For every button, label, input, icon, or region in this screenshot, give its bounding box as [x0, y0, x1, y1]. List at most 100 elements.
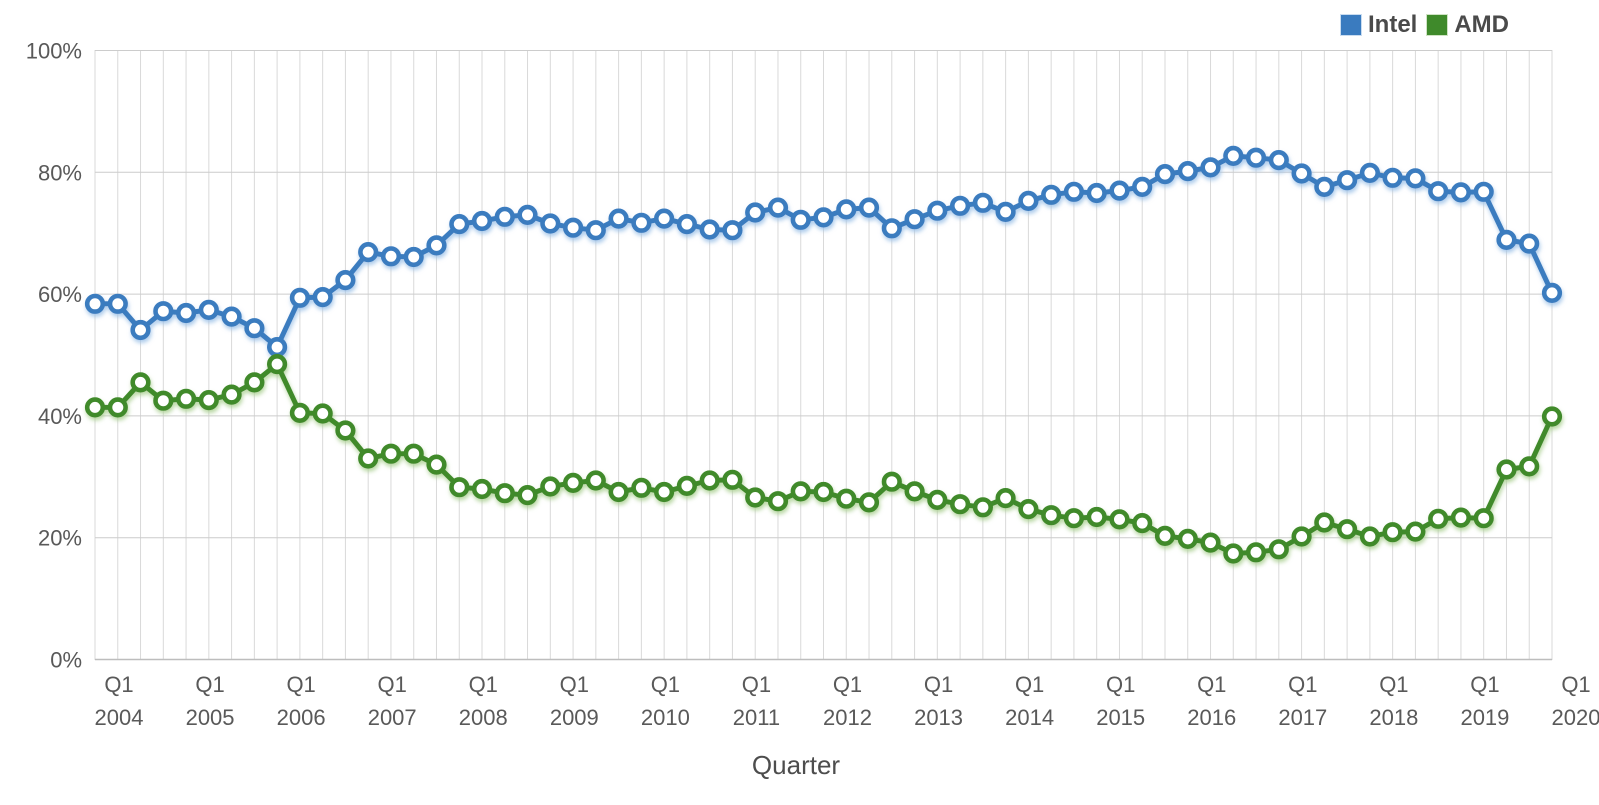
data-point-amd[interactable] — [289, 402, 311, 424]
data-point-intel[interactable] — [176, 302, 197, 324]
data-point-intel[interactable] — [1063, 181, 1084, 202]
data-point-intel[interactable] — [1336, 170, 1358, 191]
data-point-amd[interactable] — [312, 403, 333, 424]
data-point-amd[interactable] — [1109, 509, 1130, 530]
data-point-amd[interactable] — [1245, 542, 1267, 563]
data-point-intel[interactable] — [745, 202, 766, 223]
data-point-amd[interactable] — [767, 491, 789, 512]
data-point-amd[interactable] — [1018, 499, 1039, 520]
data-point-amd[interactable] — [1405, 521, 1426, 542]
data-point-amd[interactable] — [881, 471, 902, 492]
data-point-amd[interactable] — [1177, 528, 1198, 550]
data-point-amd[interactable] — [949, 494, 971, 515]
data-point-intel[interactable] — [540, 213, 561, 234]
data-point-amd[interactable] — [1519, 456, 1540, 477]
data-point-intel[interactable] — [1245, 147, 1267, 168]
data-point-intel[interactable] — [631, 212, 652, 233]
data-point-amd[interactable] — [471, 478, 493, 500]
data-point-amd[interactable] — [745, 487, 766, 508]
data-point-intel[interactable] — [813, 207, 834, 228]
data-point-amd[interactable] — [653, 481, 675, 503]
data-point-intel[interactable] — [426, 235, 447, 256]
data-point-amd[interactable] — [1314, 512, 1335, 533]
data-point-intel[interactable] — [1041, 184, 1062, 205]
data-point-amd[interactable] — [1450, 507, 1471, 528]
data-point-amd[interactable] — [836, 488, 857, 509]
data-point-intel[interactable] — [562, 217, 584, 238]
data-point-intel[interactable] — [1473, 181, 1494, 202]
data-point-intel[interactable] — [1154, 164, 1176, 185]
data-point-amd[interactable] — [221, 384, 242, 405]
data-point-amd[interactable] — [1382, 522, 1403, 543]
data-point-amd[interactable] — [995, 488, 1016, 509]
data-point-amd[interactable] — [562, 472, 584, 494]
data-point-intel[interactable] — [1519, 233, 1540, 254]
data-point-intel[interactable] — [1450, 182, 1471, 203]
data-point-intel[interactable] — [267, 337, 288, 358]
data-point-amd[interactable] — [403, 443, 424, 464]
data-point-intel[interactable] — [1223, 145, 1244, 166]
data-point-amd[interactable] — [813, 481, 834, 503]
data-point-amd[interactable] — [1132, 512, 1153, 534]
data-point-amd[interactable] — [1200, 532, 1221, 553]
data-point-amd[interactable] — [722, 469, 743, 490]
data-point-amd[interactable] — [130, 372, 151, 393]
data-point-intel[interactable] — [221, 306, 242, 327]
data-point-intel[interactable] — [1018, 190, 1039, 211]
data-point-amd[interactable] — [1086, 506, 1107, 528]
data-point-amd[interactable] — [1223, 543, 1244, 564]
data-point-intel[interactable] — [699, 219, 720, 240]
data-point-intel[interactable] — [1200, 157, 1221, 178]
data-point-amd[interactable] — [676, 475, 698, 497]
data-point-intel[interactable] — [881, 218, 902, 239]
data-point-intel[interactable] — [858, 197, 880, 218]
data-point-intel[interactable] — [153, 301, 174, 322]
data-point-amd[interactable] — [972, 497, 994, 518]
data-point-amd[interactable] — [517, 485, 538, 506]
data-point-intel[interactable] — [84, 293, 106, 314]
data-point-intel[interactable] — [1086, 182, 1107, 204]
data-point-intel[interactable] — [1405, 168, 1426, 189]
data-point-intel[interactable] — [1541, 282, 1563, 304]
data-point-amd[interactable] — [608, 481, 629, 503]
data-point-amd[interactable] — [1041, 505, 1062, 526]
data-point-intel[interactable] — [494, 206, 515, 227]
data-point-intel[interactable] — [1496, 229, 1517, 250]
data-point-intel[interactable] — [312, 287, 333, 308]
data-point-amd[interactable] — [790, 481, 811, 502]
data-point-intel[interactable] — [790, 209, 811, 230]
data-point-amd[interactable] — [358, 448, 379, 469]
data-point-amd[interactable] — [153, 390, 174, 411]
data-point-intel[interactable] — [653, 208, 675, 229]
data-point-amd[interactable] — [267, 354, 288, 375]
data-point-intel[interactable] — [517, 204, 538, 225]
data-point-amd[interactable] — [198, 390, 219, 411]
data-point-amd[interactable] — [904, 481, 925, 502]
data-point-intel[interactable] — [608, 208, 629, 229]
data-point-intel[interactable] — [198, 299, 219, 321]
data-point-amd[interactable] — [540, 476, 561, 497]
data-point-amd[interactable] — [426, 454, 447, 475]
data-point-intel[interactable] — [471, 210, 493, 232]
data-point-intel[interactable] — [676, 214, 698, 235]
data-point-amd[interactable] — [1541, 406, 1563, 427]
data-point-intel[interactable] — [1132, 176, 1153, 197]
data-point-intel[interactable] — [904, 209, 925, 230]
legend-item-amd[interactable]: AMD — [1426, 13, 1509, 37]
data-point-intel[interactable] — [722, 220, 743, 241]
data-point-amd[interactable] — [585, 470, 606, 491]
data-point-intel[interactable] — [1291, 163, 1312, 184]
data-point-amd[interactable] — [858, 492, 880, 513]
data-point-amd[interactable] — [1291, 526, 1312, 547]
data-point-amd[interactable] — [176, 388, 197, 409]
data-point-intel[interactable] — [995, 201, 1016, 222]
data-point-amd[interactable] — [1473, 508, 1494, 529]
data-point-amd[interactable] — [380, 443, 402, 464]
data-point-intel[interactable] — [335, 270, 356, 291]
data-point-amd[interactable] — [449, 477, 470, 498]
data-point-amd[interactable] — [1496, 459, 1517, 480]
data-point-amd[interactable] — [107, 397, 128, 418]
data-point-intel[interactable] — [1268, 150, 1289, 171]
data-point-intel[interactable] — [403, 246, 424, 268]
data-point-intel[interactable] — [927, 200, 948, 221]
